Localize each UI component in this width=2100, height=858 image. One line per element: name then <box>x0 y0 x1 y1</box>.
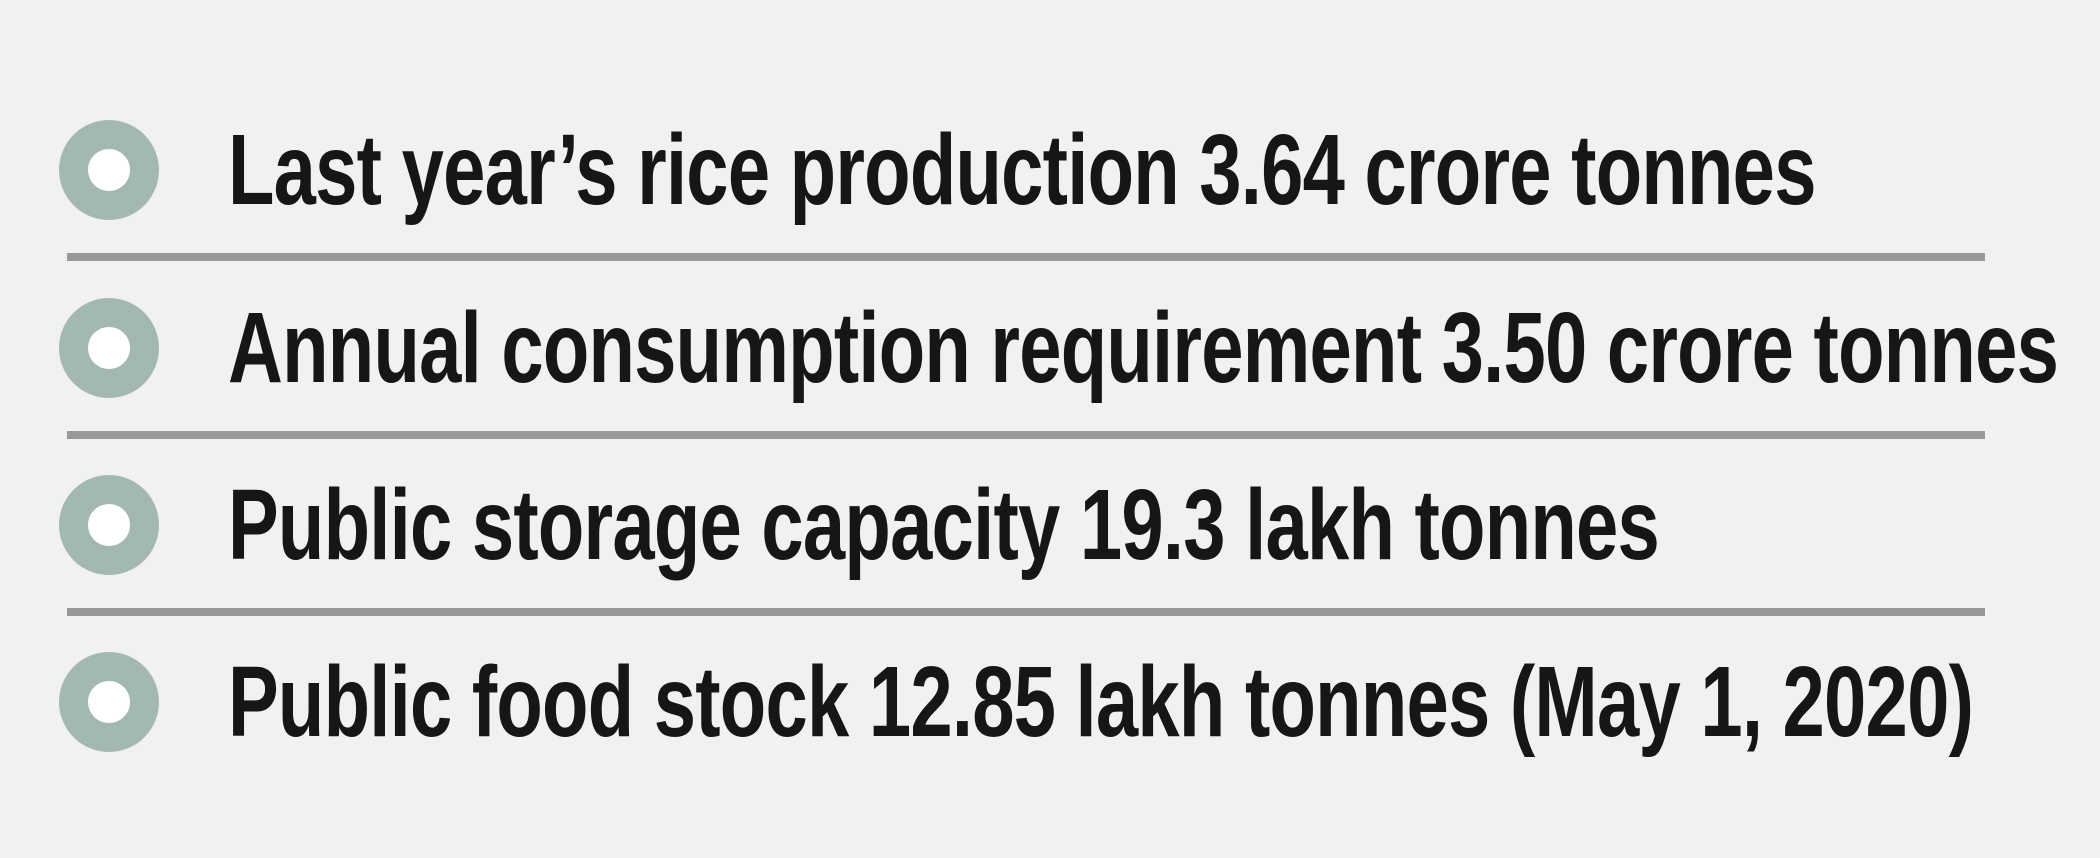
list-item: Annual consumption requirement 3.50 cror… <box>59 276 2100 420</box>
list-item-text: Last year’s rice production 3.64 crore t… <box>228 114 1816 226</box>
list-item-text: Public food stock 12.85 lakh tonnes (May… <box>228 646 1974 758</box>
list-item: Public storage capacity 19.3 lakh tonnes <box>59 453 2100 597</box>
divider <box>67 253 1985 261</box>
list-item-text: Public storage capacity 19.3 lakh tonnes <box>228 469 1660 581</box>
list-item: Public food stock 12.85 lakh tonnes (May… <box>59 630 2100 774</box>
divider <box>67 608 1985 616</box>
donut-bullet-icon <box>59 652 159 752</box>
list-item-text: Annual consumption requirement 3.50 cror… <box>228 292 2059 404</box>
divider <box>67 431 1985 439</box>
donut-bullet-icon <box>59 120 159 220</box>
donut-bullet-icon <box>59 475 159 575</box>
donut-bullet-icon <box>59 298 159 398</box>
list-item: Last year’s rice production 3.64 crore t… <box>59 98 2100 242</box>
